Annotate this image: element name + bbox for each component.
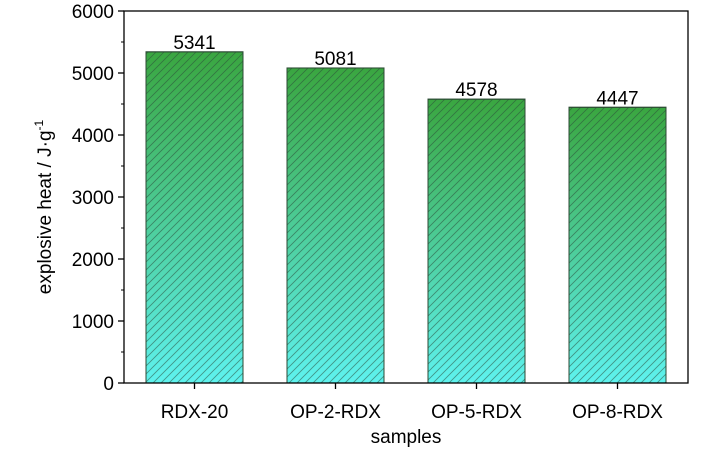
y-tick-label: 2000	[72, 250, 114, 271]
value-labels-group: 5341 5081 4578 4447	[173, 33, 638, 109]
value-label: 5341	[173, 33, 215, 54]
y-tick-label: 0	[103, 374, 114, 395]
x-tick-label: OP-8-RDX	[572, 402, 663, 423]
bar-hatch-rdx-20	[145, 51, 244, 384]
y-axis-ticks: 0 1000 2000 3000 4000 5000 6000	[72, 2, 124, 395]
y-axis-title-text: explosive heat / J·g	[35, 130, 56, 294]
value-label: 5081	[314, 49, 356, 70]
y-tick-label: 1000	[72, 312, 114, 333]
bar-hatch-op-2-rdx	[286, 67, 385, 384]
value-label: 4578	[455, 80, 497, 101]
y-tick-label: 6000	[72, 2, 114, 23]
bar-hatch-op-8-rdx	[568, 106, 667, 384]
x-axis-ticks: RDX-20 OP-2-RDX OP-5-RDX OP-8-RDX	[161, 383, 663, 423]
y-tick-label: 3000	[72, 188, 114, 209]
x-tick-label: OP-2-RDX	[290, 402, 381, 423]
bars-group	[145, 51, 667, 384]
x-tick-label: RDX-20	[161, 402, 229, 423]
y-axis-title: explosive heat / J·g-1	[32, 119, 56, 294]
value-label: 4447	[596, 88, 638, 109]
y-axis-title-superscript: -1	[32, 119, 46, 130]
y-tick-label: 4000	[72, 126, 114, 147]
bar-hatch-op-5-rdx	[427, 98, 526, 384]
x-tick-label: OP-5-RDX	[431, 402, 522, 423]
y-tick-label: 5000	[72, 64, 114, 85]
x-axis-title: samples	[371, 427, 442, 448]
axes: 0 1000 2000 3000 4000 5000 6000 RDX-20 OP-2-RDX…	[72, 2, 689, 423]
